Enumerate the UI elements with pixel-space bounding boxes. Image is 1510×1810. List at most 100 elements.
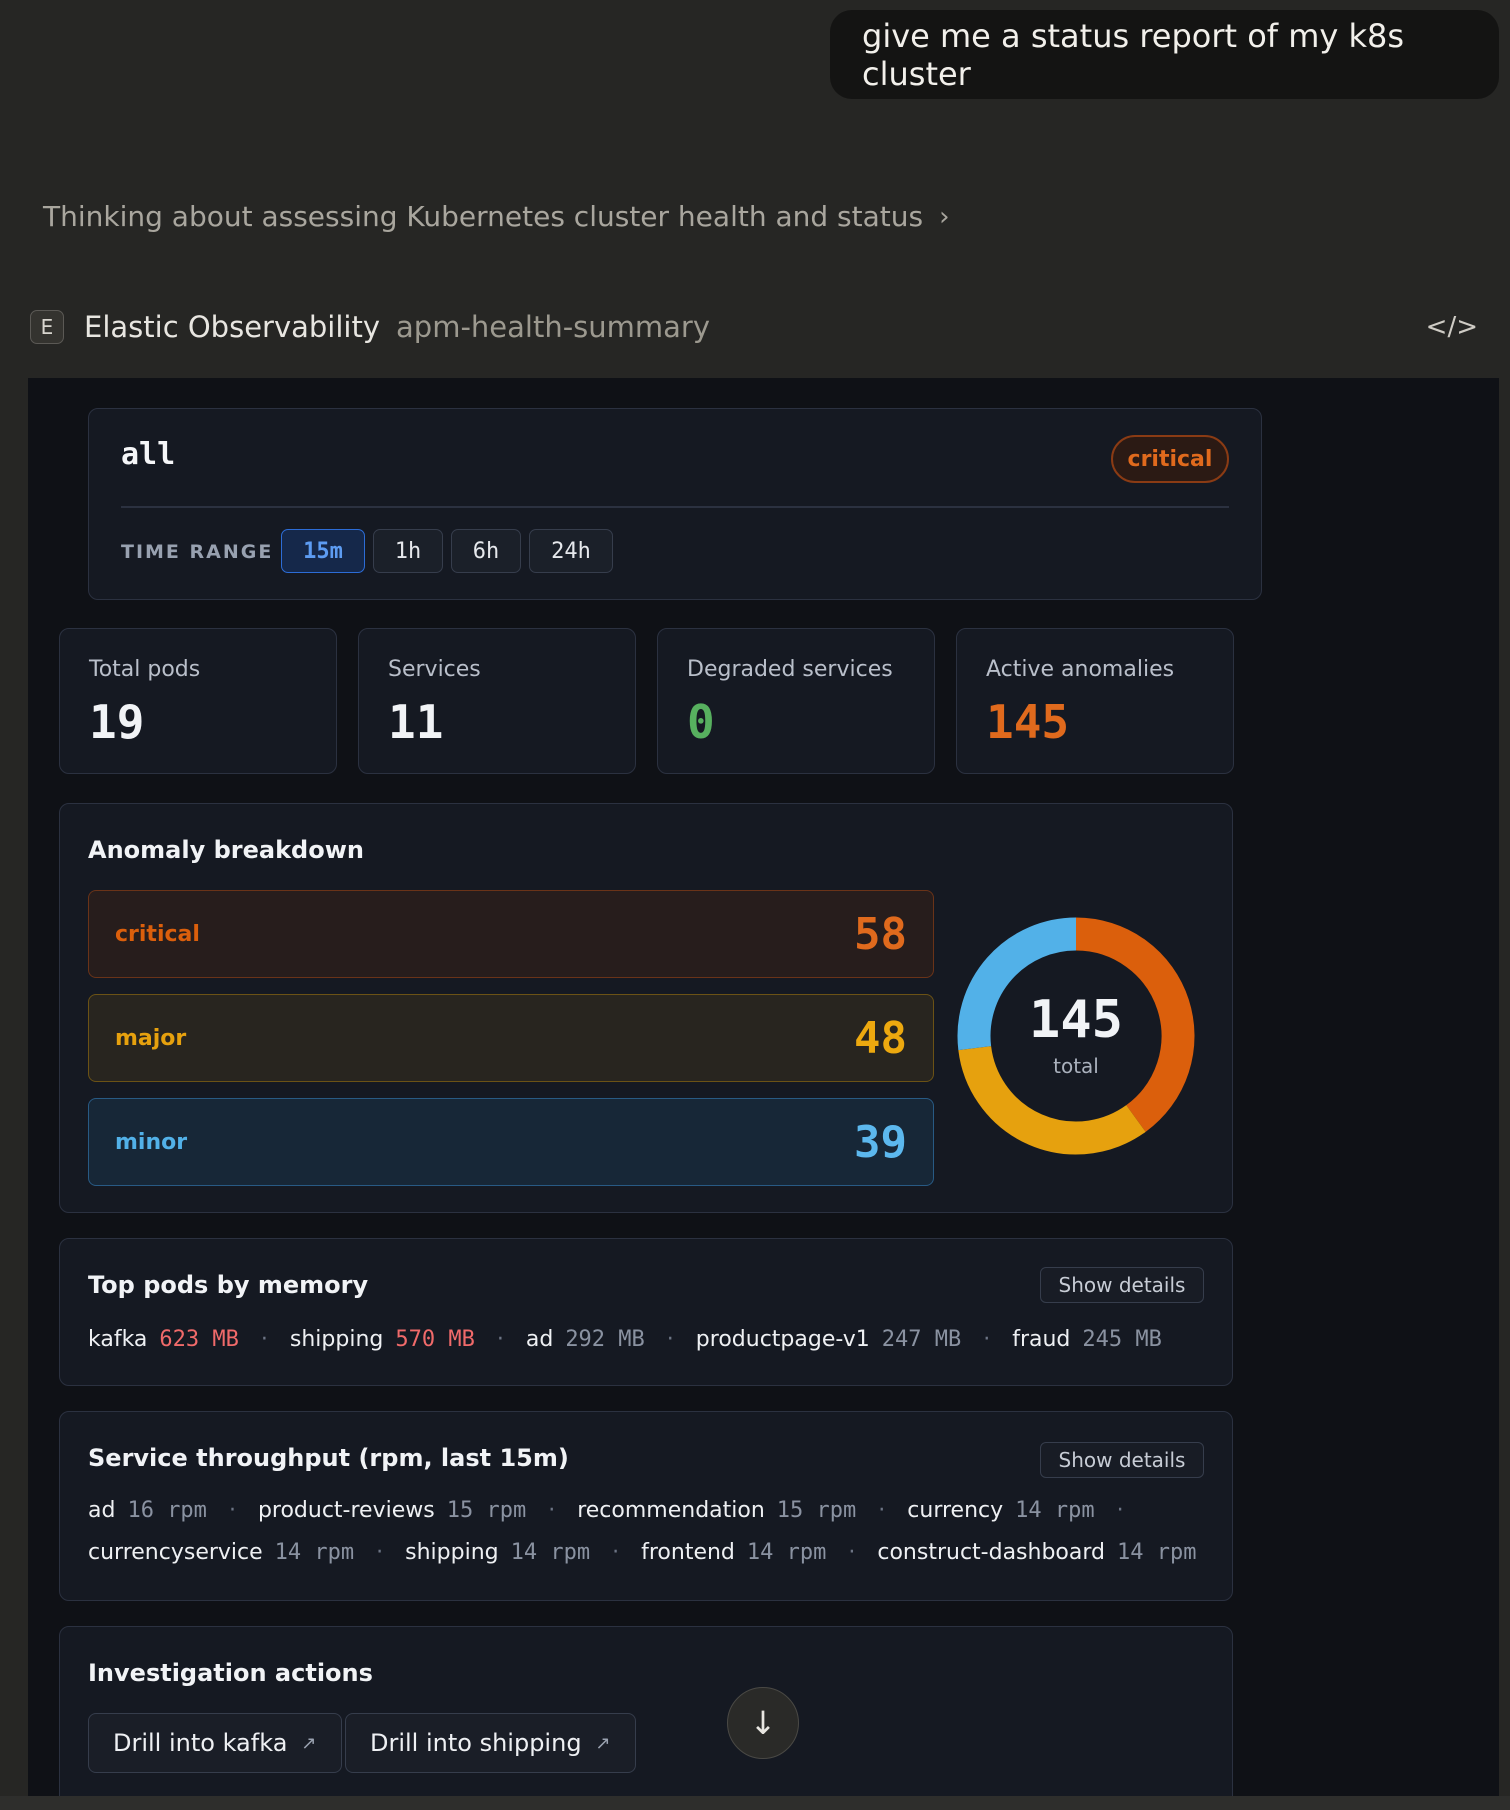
top-pods-memory-card: Top pods by memory Show details kafka 623…: [59, 1238, 1233, 1386]
time-range-1h-button[interactable]: 1h: [373, 529, 443, 573]
item-name: ad: [88, 1498, 116, 1523]
stat-label: Total pods: [89, 657, 201, 682]
stat-value: 19: [89, 695, 145, 749]
item-name: currencyservice: [88, 1540, 263, 1565]
memory-list: kafka 623 MB · shipping 570 MB · ad 292 MB · prod…: [88, 1327, 1162, 1352]
item-value: 14 rpm: [1015, 1498, 1095, 1523]
item-name: construct-dashboard: [877, 1540, 1105, 1565]
composer-edge: [0, 1796, 1510, 1810]
stat-label: Active anomalies: [986, 657, 1175, 682]
donut-slice-minor: [957, 917, 1077, 1051]
separator-dot: ·: [228, 1498, 236, 1523]
item-name: fraud: [1012, 1327, 1071, 1352]
item-name: kafka: [88, 1327, 148, 1352]
severity-count: 39: [854, 1116, 907, 1168]
donut-center: 145 total: [956, 916, 1196, 1156]
time-range-label: TIME RANGE: [121, 541, 274, 563]
user-message-text: give me a status report of my k8s cluste…: [862, 16, 1405, 93]
investigation-actions-card: Investigation actions Drill into kafka ↗…: [59, 1626, 1233, 1810]
throughput-title: Service throughput (rpm, last 15m): [88, 1444, 569, 1472]
stat-value: 11: [388, 695, 444, 749]
item-value: 14 rpm: [746, 1540, 827, 1565]
item-name: shipping: [405, 1540, 499, 1565]
tool-function-name: apm-health-summary: [396, 310, 711, 344]
donut-total-label: total: [1053, 1054, 1099, 1078]
separator-dot: ·: [666, 1327, 674, 1352]
item-value: 570 MB: [395, 1327, 475, 1352]
severity-minor-row: minor 39: [88, 1098, 934, 1186]
item-value: 14 rpm: [510, 1540, 591, 1565]
service-throughput-card: Service throughput (rpm, last 15m) Show …: [59, 1411, 1233, 1601]
item-value: 14 rpm: [1117, 1540, 1197, 1565]
severity-name: minor: [115, 1129, 188, 1155]
separator-dot: ·: [878, 1498, 886, 1523]
action-label: Drill into shipping: [370, 1729, 582, 1757]
time-range-15m-button[interactable]: 15m: [281, 529, 365, 573]
donut-slice-critical: [1075, 917, 1195, 1132]
stat-label: Services: [388, 657, 481, 682]
stat-services: Services 11: [358, 628, 636, 774]
item-value: 15 rpm: [446, 1498, 527, 1523]
throughput-row: ad 16 rpm · product-reviews 15 rpm · recommend…: [88, 1498, 1146, 1523]
item-value: 14 rpm: [274, 1540, 355, 1565]
throughput-show-details-button[interactable]: Show details: [1040, 1442, 1204, 1478]
anomaly-breakdown-card: Anomaly breakdown critical 58 major 48 m…: [59, 803, 1233, 1213]
stat-value: 145: [986, 695, 1070, 749]
stat-value: 0: [687, 695, 715, 749]
separator-dot: ·: [376, 1540, 384, 1565]
time-range-6h-button[interactable]: 6h: [451, 529, 521, 573]
tool-header: E Elastic Observability apm-health-summa…: [30, 302, 1498, 352]
scope-title: all: [121, 437, 176, 472]
memory-show-details-button[interactable]: Show details: [1040, 1267, 1204, 1303]
item-name: shipping: [289, 1327, 384, 1352]
external-link-icon: ↗: [301, 1732, 317, 1754]
severity-count: 58: [854, 908, 907, 960]
separator-dot: ·: [612, 1540, 620, 1565]
separator-dot: ·: [548, 1498, 556, 1523]
item-value: 15 rpm: [776, 1498, 857, 1523]
tool-name: Elastic Observability: [84, 310, 381, 344]
anomaly-breakdown-title: Anomaly breakdown: [88, 836, 364, 864]
separator-dot: ·: [1116, 1498, 1124, 1523]
item-name: product-reviews: [257, 1498, 435, 1523]
drill-into-shipping-button[interactable]: Drill into shipping ↗: [345, 1713, 636, 1773]
scroll-down-button[interactable]: ↓: [727, 1687, 799, 1759]
stat-degraded-services: Degraded services 0: [657, 628, 935, 774]
separator-dot: ·: [496, 1327, 504, 1352]
actions-title: Investigation actions: [88, 1659, 373, 1687]
time-range-24h-button[interactable]: 24h: [529, 529, 613, 573]
stat-active-anomalies: Active anomalies 145: [956, 628, 1234, 774]
memory-title: Top pods by memory: [88, 1271, 369, 1299]
donut-total-value: 145: [1029, 990, 1123, 1050]
severity-name: critical: [115, 921, 200, 947]
throughput-row: currencyservice 14 rpm · shipping 14 rpm · fro…: [88, 1540, 1196, 1565]
chevron-right-icon: ›: [939, 201, 950, 232]
item-value: 247 MB: [881, 1327, 962, 1352]
stat-total-pods: Total pods 19: [59, 628, 337, 774]
drill-into-kafka-button[interactable]: Drill into kafka ↗: [88, 1713, 342, 1773]
external-link-icon: ↗: [595, 1732, 611, 1754]
item-name: recommendation: [577, 1498, 765, 1523]
user-message: give me a status report of my k8s cluste…: [830, 10, 1499, 99]
item-value: 292 MB: [565, 1327, 645, 1352]
arrow-down-icon: ↓: [749, 1704, 777, 1742]
divider: [121, 506, 1229, 508]
item-name: frontend: [641, 1540, 735, 1565]
item-name: currency: [907, 1498, 1004, 1523]
code-icon[interactable]: </>: [1425, 312, 1478, 342]
thinking-summary[interactable]: Thinking about assessing Kubernetes clus…: [43, 200, 950, 233]
separator-dot: ·: [848, 1540, 856, 1565]
separator-dot: ·: [260, 1327, 268, 1352]
item-name: productpage-v1: [695, 1327, 870, 1352]
item-value: 623 MB: [159, 1327, 239, 1352]
separator-dot: ·: [983, 1327, 991, 1352]
stat-label: Degraded services: [687, 657, 893, 682]
severity-major-row: major 48: [88, 994, 934, 1082]
thinking-text: Thinking about assessing Kubernetes clus…: [43, 200, 924, 233]
severity-critical-row: critical 58: [88, 890, 934, 978]
severity-name: major: [115, 1025, 187, 1051]
tool-badge-icon: E: [30, 310, 64, 344]
status-badge: critical: [1111, 435, 1229, 483]
dashboard-panel: all critical TIME RANGE 15m 1h 6h 24h To…: [28, 378, 1499, 1810]
severity-count: 48: [854, 1012, 907, 1064]
